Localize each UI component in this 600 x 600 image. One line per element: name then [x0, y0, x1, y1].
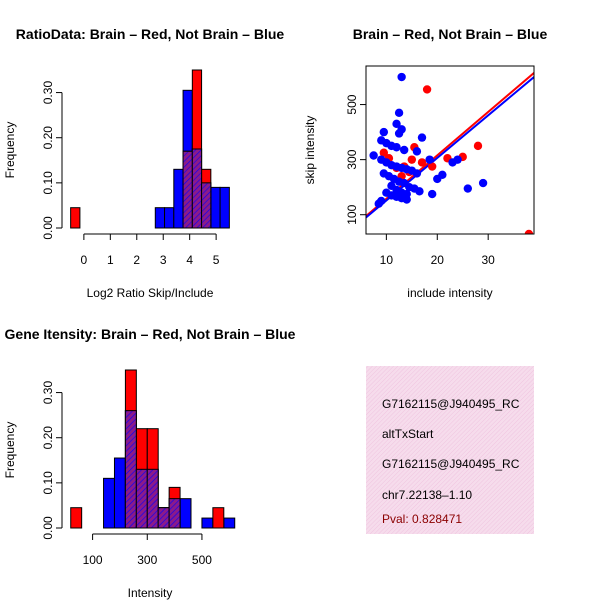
- y-tick-label: 0.30: [41, 381, 55, 405]
- bar-not-brain: [201, 517, 214, 529]
- ratio-histogram-title: RatioData: Brain – Red, Not Brain – Blue: [16, 26, 285, 42]
- not-brain-point: [478, 178, 488, 188]
- bar-not-brain: [173, 168, 184, 229]
- bar-brain: [70, 207, 81, 229]
- y-tick-label: 0.00: [41, 516, 55, 540]
- not-brain-point: [399, 145, 409, 155]
- ratio-histogram-bars: [70, 69, 230, 229]
- info-probe-id-repeat: G7162115@J940495_RC: [382, 457, 520, 471]
- brain-point: [379, 148, 389, 157]
- ratio-histogram-ylabel: Frequency: [3, 122, 17, 179]
- ratio-histogram-panel: RatioData: Brain – Red, Not Brain – Blue…: [3, 26, 284, 300]
- y-tick-label: 0.00: [41, 216, 55, 240]
- scatter-xlabel: include intensity: [407, 286, 492, 300]
- not-brain-point: [394, 129, 404, 138]
- not-brain-point: [438, 170, 447, 179]
- x-tick-label: 5: [213, 253, 220, 267]
- not-brain-point: [392, 119, 401, 129]
- bar-overlap: [157, 507, 170, 529]
- bar-brain: [212, 507, 225, 529]
- not-brain-point: [369, 151, 378, 160]
- brain-point: [417, 158, 427, 167]
- x-tick-label: 3: [160, 253, 167, 267]
- intensity-histogram-title: Gene Itensity: Brain – Red, Not Brain – …: [5, 326, 296, 342]
- info-event-type: altTxStart: [382, 427, 434, 441]
- ratio-histogram-axes: 0.00 0.10 0.20 0.30 0 1 2 3 4 5: [41, 81, 220, 267]
- brain-point: [422, 85, 432, 94]
- bar-not-brain: [219, 186, 230, 229]
- not-brain-point: [412, 169, 422, 178]
- x-tick-label: 30: [482, 253, 496, 267]
- brain-point: [473, 141, 483, 151]
- scatter-inner: [366, 72, 534, 234]
- y-tick-label: 0.20: [41, 426, 55, 450]
- bar-not-brain: [154, 207, 166, 229]
- not-brain-point: [453, 155, 462, 164]
- not-brain-point: [463, 184, 473, 193]
- intensity-histogram-bars: [70, 369, 236, 529]
- y-tick-label: 500: [345, 94, 359, 114]
- bar-not-brain: [103, 477, 115, 529]
- bar-brain: [70, 507, 83, 529]
- not-brain-point: [374, 199, 383, 208]
- bar-not-brain: [210, 186, 221, 229]
- ratio-histogram-xlabel: Log2 Ratio Skip/Include: [87, 286, 214, 300]
- scatter-panel: Brain – Red, Not Brain – Blue 1003005001…: [303, 26, 547, 300]
- y-tick-label: 300: [345, 149, 359, 169]
- not-brain-point: [379, 127, 389, 137]
- not-brain-point: [425, 155, 434, 164]
- brain-point: [427, 162, 437, 171]
- not-brain-point: [402, 195, 411, 204]
- bar-overlap: [201, 182, 212, 229]
- bar-overlap: [124, 410, 137, 529]
- y-tick-label: 0.20: [41, 126, 55, 150]
- info-panel: G7162115@J940495_RC altTxStart G7162115@…: [366, 366, 534, 534]
- bar-overlap: [168, 498, 181, 529]
- brain-point: [524, 229, 534, 234]
- intensity-histogram-panel: Gene Itensity: Brain – Red, Not Brain – …: [3, 326, 296, 600]
- scatter-ylabel: skip intensity: [303, 116, 317, 185]
- x-tick-label: 100: [83, 553, 103, 567]
- not-brain-point: [417, 133, 427, 142]
- bar-overlap: [191, 148, 203, 229]
- intensity-histogram-axes: 0.00 0.10 0.20 0.30 100 300 500: [41, 381, 212, 567]
- info-pval: Pval: 0.828471: [382, 512, 462, 526]
- intensity-histogram-ylabel: Frequency: [3, 422, 17, 479]
- not-brain-point: [394, 108, 404, 118]
- bar-not-brain: [164, 207, 175, 229]
- y-tick-label: 100: [345, 204, 359, 224]
- scatter-title: Brain – Red, Not Brain – Blue: [353, 26, 548, 42]
- x-tick-label: 1: [107, 253, 114, 267]
- y-tick-label: 0.10: [41, 171, 55, 195]
- bar-not-brain: [113, 457, 126, 529]
- bar-overlap: [182, 150, 193, 229]
- bar-not-brain: [223, 517, 236, 529]
- bar-overlap: [135, 468, 148, 529]
- y-tick-label: 0.30: [41, 81, 55, 105]
- plot-frame: [365, 65, 535, 235]
- not-brain-point: [397, 72, 406, 82]
- x-tick-label: 300: [137, 553, 157, 567]
- not-brain-point: [412, 147, 422, 156]
- brain-point: [407, 155, 417, 164]
- x-tick-label: 0: [81, 253, 88, 267]
- x-tick-label: 500: [192, 553, 212, 567]
- y-tick-label: 0.10: [41, 471, 55, 495]
- info-probe-id: G7162115@J940495_RC: [382, 397, 520, 411]
- x-tick-label: 4: [186, 253, 193, 267]
- not-brain-point: [427, 189, 437, 199]
- scatter-plot-area: [366, 72, 534, 234]
- bar-not-brain: [179, 498, 192, 529]
- info-panel-background: [366, 366, 534, 534]
- x-tick-label: 2: [133, 253, 140, 267]
- not-brain-point: [392, 143, 401, 152]
- scatter-axes: 100 300 500 10 20 30: [345, 65, 535, 267]
- intensity-histogram-xlabel: Intensity: [128, 586, 173, 600]
- not-brain-point: [415, 187, 424, 196]
- x-tick-label: 10: [380, 253, 394, 267]
- info-location: chr7.22138–1.10: [382, 488, 472, 502]
- x-tick-label: 20: [431, 253, 445, 267]
- bar-overlap: [146, 468, 159, 529]
